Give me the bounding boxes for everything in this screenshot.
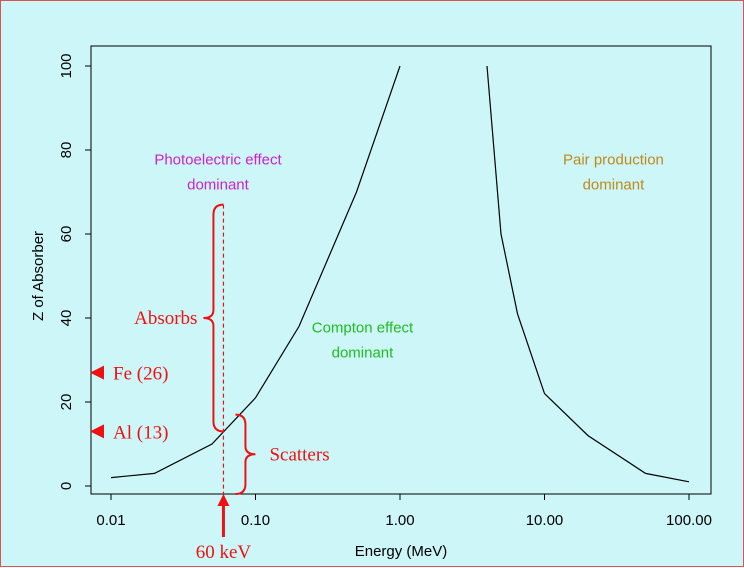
region-labels: Photoelectric effect dominant Compton effe…	[154, 152, 664, 362]
region-label: dominant	[187, 177, 250, 194]
y-axis-label: Z of Absorber	[30, 231, 47, 321]
x-axis-label: Energy (MeV)	[355, 543, 448, 560]
region-label: dominant	[583, 177, 646, 194]
absorbs-brace	[203, 203, 224, 433]
element-arrow-icon	[90, 365, 104, 380]
y-tick-label: 60	[58, 226, 75, 243]
boundary-curve-2	[486, 65, 690, 483]
element-label: Fe (26)	[113, 364, 168, 385]
y-tick-label: 100	[58, 53, 75, 78]
region-label: Pair production	[563, 152, 664, 169]
y-tick-label: 40	[58, 310, 75, 327]
x-tick-label: 10.00	[526, 512, 564, 529]
energy-marker-label: 60 keV	[196, 542, 252, 563]
y-tick-label: 0	[58, 482, 75, 490]
x-tick-label: 0.01	[96, 512, 125, 529]
absorbs-label: Absorbs	[134, 308, 197, 329]
region-label: dominant	[332, 345, 395, 362]
element-arrow-icon	[90, 424, 104, 439]
region-label: Compton effect	[312, 320, 414, 337]
boundary-curve-1	[110, 65, 401, 479]
x-tick-label: 0.10	[241, 512, 270, 529]
series-layer	[110, 65, 690, 483]
scatters-brace	[235, 413, 256, 495]
y-tick-label: 80	[58, 142, 75, 159]
element-label: Al (13)	[113, 422, 168, 443]
x-tick-label: 1.00	[385, 512, 414, 529]
energy-marker-arrow-head	[217, 494, 230, 506]
y-tick-label: 20	[58, 394, 75, 411]
plot-area	[90, 45, 712, 495]
scatters-label: Scatters	[269, 444, 329, 465]
annotation-layer: 60 keV Absorbs Scatters Fe (26) Al (13)	[90, 203, 330, 563]
x-tick-label: 100.00	[666, 512, 712, 529]
y-axis: 0 20 40 60 80 100	[58, 53, 92, 490]
x-axis: 0.01 0.10 1.00 10.00 100.00	[96, 493, 712, 529]
region-label: Photoelectric effect	[154, 152, 282, 169]
